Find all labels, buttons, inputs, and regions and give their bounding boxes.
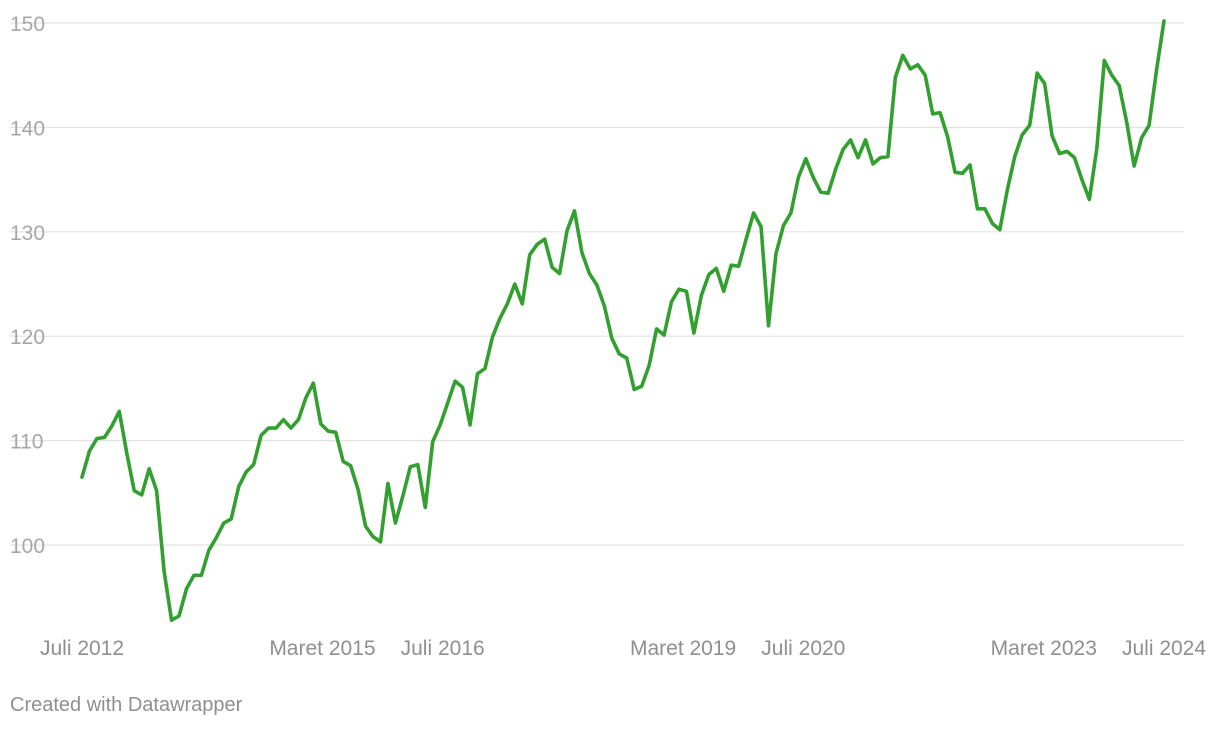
y-tick-label: 150 (10, 13, 45, 36)
y-tick-label: 140 (10, 117, 45, 140)
x-tick-label: Juli 2024 (1122, 637, 1206, 660)
x-axis-ticks: Juli 2012 Maret 2015 Juli 2016 Maret 2019 Ju… (40, 637, 1206, 660)
x-tick-label: Juli 2012 (40, 637, 124, 660)
series-group (80, 19, 1166, 622)
x-tick-label: Maret 2015 (269, 637, 375, 660)
y-tick-label: 100 (10, 535, 45, 558)
series-line (80, 19, 1166, 622)
y-tick-label: 120 (10, 326, 45, 349)
y-tick-label: 130 (10, 222, 45, 245)
x-tick-label: Juli 2016 (401, 637, 485, 660)
x-tick-label: Maret 2023 (991, 637, 1097, 660)
x-tick-label: Juli 2020 (761, 637, 845, 660)
y-axis-ticks: 100 110 120 130 140 150 (10, 13, 45, 558)
y-tick-label: 110 (10, 431, 43, 454)
gridlines (10, 22, 1184, 546)
footer-credit: Created with Datawrapper (10, 694, 243, 716)
x-tick-label: Maret 2019 (630, 637, 736, 660)
